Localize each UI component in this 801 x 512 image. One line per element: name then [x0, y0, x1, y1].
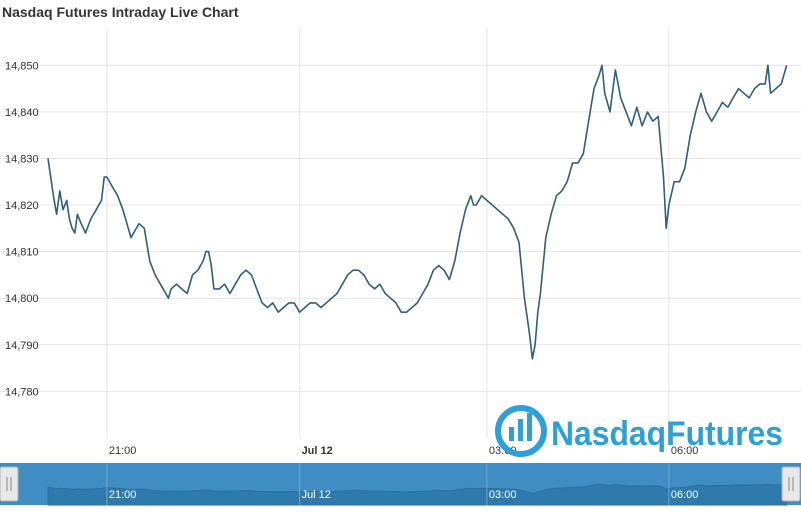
nasdaq-futures-logo: NasdaqFutures [495, 405, 783, 457]
x-tick-label: Jul 12 [302, 445, 333, 457]
x-axis: 21:00 Jul 12 03:00 06:00 [109, 445, 699, 457]
logo-globe-icon [495, 405, 547, 457]
navigator-label: 21:00 [109, 489, 137, 501]
y-tick-label: 14,780 [5, 386, 39, 398]
y-tick-label: 14,810 [5, 247, 39, 259]
y-tick-label: 14,850 [5, 60, 39, 72]
navigator-area [47, 483, 788, 506]
y-tick-label: 14,820 [5, 200, 39, 212]
chart-title: Nasdaq Futures Intraday Live Chart [2, 4, 239, 20]
navigator-left-handle[interactable] [0, 466, 19, 502]
navigator-label: Jul 12 [302, 489, 331, 501]
y-tick-label: 14,800 [5, 293, 39, 305]
navigator[interactable]: 21:00 Jul 12 03:00 06:00 [0, 463, 801, 506]
navigator-labels: 21:00 Jul 12 03:00 06:00 [106, 463, 699, 505]
price-line [47, 64, 788, 360]
y-tick-label: 14,790 [5, 340, 39, 352]
y-tick-label: 14,830 [5, 153, 39, 165]
logo-text: NasdaqFutures [551, 415, 783, 453]
navigator-label: 03:00 [489, 489, 517, 501]
x-tick-label: 21:00 [109, 445, 137, 457]
x-tick-label: 06:00 [671, 445, 699, 457]
navigator-label: 06:00 [671, 489, 699, 501]
y-axis: 14,780 14,790 14,800 14,810 14,820 14,830 14,8… [5, 60, 39, 398]
y-tick-label: 14,840 [5, 107, 39, 119]
navigator-right-handle[interactable] [781, 466, 801, 502]
grid [0, 28, 801, 437]
